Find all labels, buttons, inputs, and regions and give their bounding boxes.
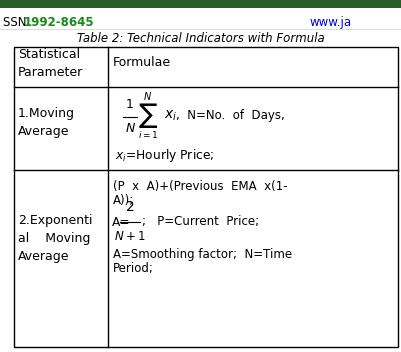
Text: (P  x  A)+(Previous  EMA  x(1-: (P x A)+(Previous EMA x(1- xyxy=(113,180,287,193)
Text: $\sum$: $\sum$ xyxy=(138,101,158,130)
Text: www.ja: www.ja xyxy=(309,16,351,29)
Bar xyxy=(0,0,401,8)
Text: 2.Exponenti
al    Moving
Average: 2.Exponenti al Moving Average xyxy=(18,214,92,263)
Text: 1: 1 xyxy=(126,98,134,111)
Text: $N+1$: $N+1$ xyxy=(114,230,146,243)
Text: Formulae: Formulae xyxy=(113,57,171,69)
Text: N: N xyxy=(125,122,134,136)
Text: A=Smoothing factor;  N=Time: A=Smoothing factor; N=Time xyxy=(113,248,292,261)
Text: $x_i$=Hourly Price;: $x_i$=Hourly Price; xyxy=(115,147,214,164)
Text: ,  N=No.  of  Days,: , N=No. of Days, xyxy=(176,109,284,122)
Text: A));: A)); xyxy=(113,194,134,207)
Text: Table 2: Technical Indicators with Formula: Table 2: Technical Indicators with Formu… xyxy=(77,32,324,45)
Text: $x_i$: $x_i$ xyxy=(164,108,177,123)
Text: Period;: Period; xyxy=(113,262,154,275)
Text: SSN:: SSN: xyxy=(3,16,34,29)
Text: $i=1$: $i=1$ xyxy=(138,130,158,140)
Text: 2: 2 xyxy=(125,200,134,214)
Text: $N$: $N$ xyxy=(143,90,152,102)
Text: 1.Moving
Average: 1.Moving Average xyxy=(18,107,75,138)
Text: ;   P=Current  Price;: ; P=Current Price; xyxy=(142,215,259,228)
Text: Statistical
Parameter: Statistical Parameter xyxy=(18,48,83,78)
Text: A=: A= xyxy=(112,215,130,228)
Text: 1992-8645: 1992-8645 xyxy=(24,16,94,29)
Bar xyxy=(14,47,397,347)
